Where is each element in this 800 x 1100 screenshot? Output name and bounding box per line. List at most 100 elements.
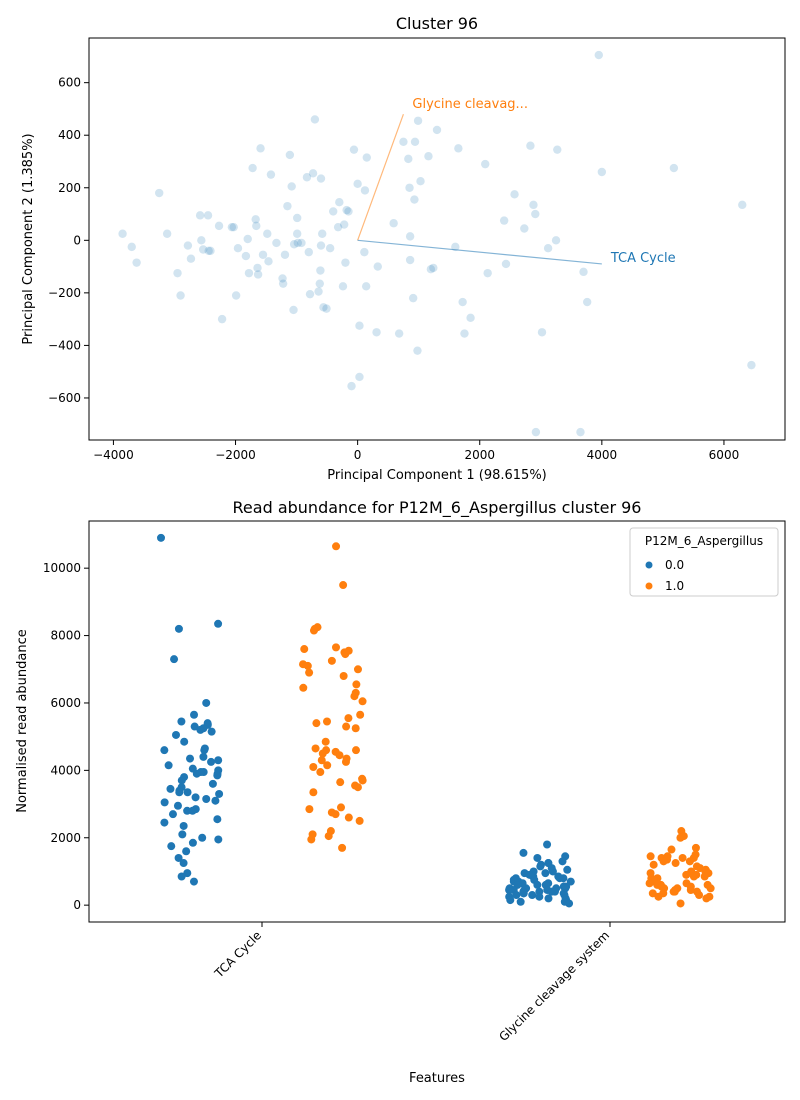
strip-point [505,885,514,894]
pca-y-tick-label: 200 [58,181,81,195]
strip-point [506,896,515,905]
strip-point [702,894,711,903]
strip-point [691,843,700,852]
strip-point [682,870,691,879]
strip-y-tick-label: 0 [73,898,81,912]
pca-point [316,174,326,183]
strip-point [344,714,353,723]
strip-point [339,581,348,590]
pca-loading-vectors: Glycine cleavag... TCA Cycle [357,97,676,266]
pca-ticks: −4000 −2000 0 2000 4000 6000−600−400−20002004… [48,76,739,462]
pca-point [543,243,553,253]
strip-point [157,533,166,542]
legend: P12M_6_Aspergillus 0.0 1.0 [629,527,779,597]
pca-point [551,236,561,245]
strip-point [178,830,187,839]
strip-point [676,899,685,908]
pca-point [132,258,141,267]
pca-point [302,173,312,182]
pca-y-tick-label: 600 [58,76,81,90]
strip-point [186,754,195,763]
pca-point [360,186,370,195]
strip-point [177,776,186,785]
strip-point [558,857,567,866]
pca-point [347,381,356,391]
strip-point [341,650,350,659]
strip-point [309,626,318,635]
pca-point [416,176,425,186]
pca-y-tick-label: 400 [58,128,81,142]
pca-point [308,169,318,178]
loading-vector-1 [357,239,602,265]
strip-point [174,853,183,862]
strip-point [305,805,314,814]
strip-point [179,859,188,868]
pca-x-tick-label: 6000 [709,448,740,462]
pca-point [244,268,254,278]
strip-point [311,744,320,753]
pca-point [344,207,353,216]
pca-y-tick-label: 0 [73,233,81,247]
strip-point [358,697,367,706]
legend-title: P12M_6_Aspergillus [645,534,763,548]
pca-point [197,236,206,245]
strip-point [190,722,199,731]
strip-point [336,778,345,787]
strip-point [342,722,351,731]
strip-point [309,762,318,771]
strip-point [350,692,359,701]
strip-point [174,624,183,633]
pca-point [252,221,261,231]
pca-point [360,247,369,257]
pca-point [510,190,519,199]
pca-point [329,207,338,216]
pca-point [155,188,164,198]
pca-x-axis-label: Principal Component 1 (98.615%) [327,468,547,483]
strip-points [157,533,715,908]
loading-vector-label-1: TCA Cycle [610,251,676,266]
strip-point [356,710,365,719]
strip-point [179,821,188,830]
strip-point [646,852,655,861]
strip-point [689,872,698,881]
pca-x-tick-label: −4000 [93,448,134,462]
strip-point [566,877,575,886]
pca-point [253,263,262,273]
pca-point [162,229,172,238]
pca-point [405,232,415,241]
pca-point [410,195,419,204]
pca-point [319,303,328,312]
pca-x-tick-label: −2000 [215,448,256,462]
pca-point [280,250,290,259]
strip-point [331,810,340,819]
pca-point [256,144,265,153]
strip-y-tick-label: 10000 [43,561,81,575]
pca-point [289,240,299,249]
legend-marker-1 [645,582,653,590]
strip-point [341,757,350,766]
pca-x-tick-label: 2000 [464,448,495,462]
pca-points [118,50,756,437]
strip-point [331,643,340,652]
pca-point [206,246,215,256]
pca-point [251,215,260,224]
pca-point [227,222,237,232]
strip-point [706,884,715,893]
strip-point [183,788,192,797]
pca-point [315,279,324,288]
legend-label-0: 0.0 [665,558,684,572]
strip-point [167,842,176,851]
strip-point [519,889,528,898]
pca-point [361,282,371,291]
strip-point [670,887,679,896]
loading-vector-label-0: Glycine cleavag... [412,97,528,112]
strip-point [211,796,220,805]
legend-box [629,527,779,597]
pca-point [481,159,490,169]
pca-point [253,270,263,279]
pca-point [408,293,418,303]
pca-x-tick-label: 4000 [587,448,618,462]
pca-point [399,137,408,146]
pca-point [283,201,292,211]
